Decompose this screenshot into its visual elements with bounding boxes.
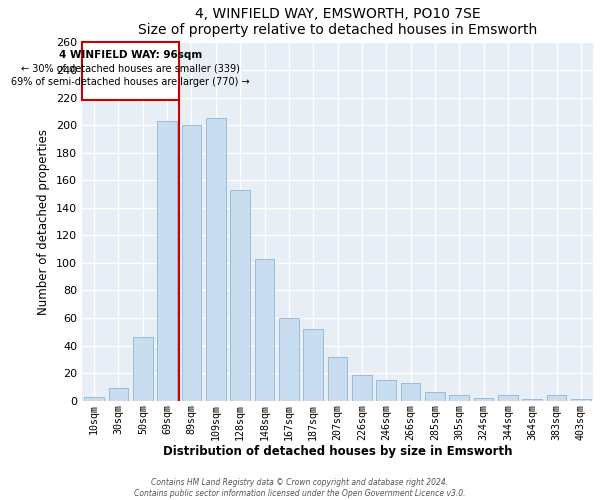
Bar <box>182 125 201 400</box>
Text: 4 WINFIELD WAY: 96sqm: 4 WINFIELD WAY: 96sqm <box>59 50 202 60</box>
Y-axis label: Number of detached properties: Number of detached properties <box>37 128 50 314</box>
Bar <box>425 392 445 400</box>
FancyBboxPatch shape <box>82 42 179 100</box>
Bar <box>547 395 566 400</box>
Bar <box>109 388 128 400</box>
Title: 4, WINFIELD WAY, EMSWORTH, PO10 7SE
Size of property relative to detached houses: 4, WINFIELD WAY, EMSWORTH, PO10 7SE Size… <box>138 7 537 37</box>
Bar <box>328 356 347 401</box>
Bar <box>206 118 226 400</box>
Bar <box>304 329 323 400</box>
Bar <box>279 318 299 400</box>
Bar <box>85 396 104 400</box>
Bar <box>449 395 469 400</box>
Bar <box>133 338 152 400</box>
Bar <box>230 190 250 400</box>
Bar <box>255 259 274 400</box>
Text: ← 30% of detached houses are smaller (339): ← 30% of detached houses are smaller (33… <box>21 64 240 74</box>
X-axis label: Distribution of detached houses by size in Emsworth: Distribution of detached houses by size … <box>163 445 512 458</box>
Bar <box>401 383 420 400</box>
Bar <box>352 374 371 400</box>
Bar <box>498 395 518 400</box>
Bar <box>157 121 177 400</box>
Text: 69% of semi-detached houses are larger (770) →: 69% of semi-detached houses are larger (… <box>11 78 250 88</box>
Bar <box>474 398 493 400</box>
Bar <box>376 380 396 400</box>
Text: Contains HM Land Registry data © Crown copyright and database right 2024.
Contai: Contains HM Land Registry data © Crown c… <box>134 478 466 498</box>
